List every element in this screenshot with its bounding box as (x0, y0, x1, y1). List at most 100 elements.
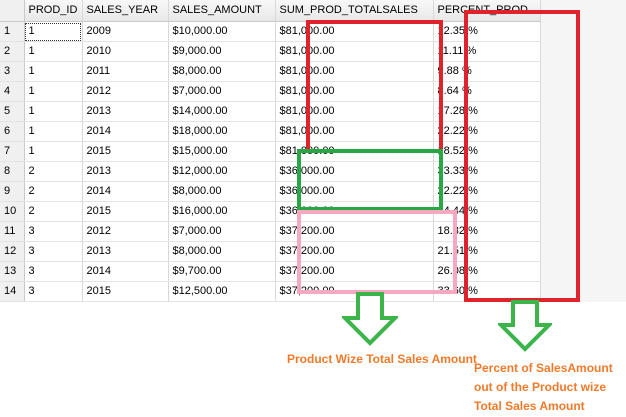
cell-sales-amount[interactable]: $12,500.00 (168, 281, 276, 302)
cell-sum-prod-totalsales[interactable]: $81,000.00 (275, 21, 434, 42)
table-row[interactable]: 6 1 2014 $18,000.00 $81,000.00 22.22 % (0, 121, 541, 142)
row-number[interactable]: 8 (0, 161, 25, 182)
cell-sales-amount[interactable]: $9,700.00 (168, 261, 276, 282)
cell-sales-year[interactable]: 2009 (82, 21, 169, 42)
table-row[interactable]: 9 2 2014 $8,000.00 $36,000.00 22.22 % (0, 181, 541, 202)
cell-sales-year[interactable]: 2013 (82, 241, 169, 262)
row-number[interactable]: 12 (0, 241, 25, 262)
header-percent-prod[interactable]: PERCENT_PROD (433, 0, 541, 22)
cell-percent-prod[interactable]: 33.60 % (433, 281, 541, 302)
cell-sales-amount[interactable]: $7,000.00 (168, 81, 276, 102)
cell-percent-prod[interactable]: 9.88 % (433, 61, 541, 82)
cell-sales-amount[interactable]: $15,000.00 (168, 141, 276, 162)
cell-sum-prod-totalsales[interactable]: $81,000.00 (275, 121, 434, 142)
header-sales-year[interactable]: SALES_YEAR (82, 0, 169, 22)
cell-prod-id[interactable]: 1 (24, 61, 83, 82)
cell-sales-amount[interactable]: $8,000.00 (168, 241, 276, 262)
row-number[interactable]: 5 (0, 101, 25, 122)
cell-sales-year[interactable]: 2014 (82, 261, 169, 282)
cell-percent-prod[interactable]: 18.52 % (433, 141, 541, 162)
cell-sales-year[interactable]: 2012 (82, 81, 169, 102)
cell-sum-prod-totalsales[interactable]: $37,200.00 (275, 221, 434, 242)
cell-prod-id[interactable]: 3 (24, 281, 83, 302)
cell-percent-prod[interactable]: 22.22 % (433, 121, 541, 142)
cell-sales-year[interactable]: 2010 (82, 41, 169, 62)
cell-sales-year[interactable]: 2012 (82, 221, 169, 242)
header-prod-id[interactable]: PROD_ID (24, 0, 83, 22)
cell-sales-year[interactable]: 2013 (82, 101, 169, 122)
table-row[interactable]: 5 1 2013 $14,000.00 $81,000.00 17.28 % (0, 101, 541, 122)
cell-sales-year[interactable]: 2015 (82, 141, 169, 162)
table-row[interactable]: 10 2 2015 $16,000.00 $36,000.00 44.44 % (0, 201, 541, 222)
cell-sum-prod-totalsales[interactable]: $81,000.00 (275, 61, 434, 82)
cell-percent-prod[interactable]: 17.28 % (433, 101, 541, 122)
cell-sales-amount[interactable]: $8,000.00 (168, 61, 276, 82)
row-number[interactable]: 4 (0, 81, 25, 102)
cell-sales-year[interactable]: 2015 (82, 201, 169, 222)
table-row[interactable]: 4 1 2012 $7,000.00 $81,000.00 8.64 % (0, 81, 541, 102)
cell-sum-prod-totalsales[interactable]: $81,000.00 (275, 101, 434, 122)
cell-percent-prod[interactable]: 8.64 % (433, 81, 541, 102)
cell-sales-year[interactable]: 2014 (82, 181, 169, 202)
cell-sales-year[interactable]: 2014 (82, 121, 169, 142)
cell-percent-prod[interactable]: 11.11 % (433, 41, 541, 62)
cell-percent-prod[interactable]: 18.82 % (433, 221, 541, 242)
cell-percent-prod[interactable]: 44.44 % (433, 201, 541, 222)
cell-sales-amount[interactable]: $8,000.00 (168, 181, 276, 202)
cell-prod-id[interactable]: 3 (24, 261, 83, 282)
row-number[interactable]: 11 (0, 221, 25, 242)
table-row[interactable]: 11 3 2012 $7,000.00 $37,200.00 18.82 % (0, 221, 541, 242)
header-sum-prod-totalsales[interactable]: SUM_PROD_TOTALSALES (275, 0, 434, 22)
cell-sum-prod-totalsales[interactable]: $81,000.00 (275, 141, 434, 162)
cell-sum-prod-totalsales[interactable]: $81,000.00 (275, 81, 434, 102)
row-number[interactable]: 2 (0, 41, 25, 62)
cell-percent-prod[interactable]: 22.22 % (433, 181, 541, 202)
cell-prod-id[interactable]: 1 (24, 21, 83, 42)
cell-sum-prod-totalsales[interactable]: $37,200.00 (275, 261, 434, 282)
cell-sales-year[interactable]: 2013 (82, 161, 169, 182)
row-number[interactable]: 7 (0, 141, 25, 162)
header-corner[interactable] (0, 0, 25, 22)
row-number[interactable]: 1 (0, 21, 25, 42)
table-row[interactable]: 3 1 2011 $8,000.00 $81,000.00 9.88 % (0, 61, 541, 82)
cell-prod-id[interactable]: 1 (24, 121, 83, 142)
cell-percent-prod[interactable]: 26.08 % (433, 261, 541, 282)
row-number[interactable]: 10 (0, 201, 25, 222)
cell-sum-prod-totalsales[interactable]: $36,000.00 (275, 201, 434, 222)
table-row[interactable]: 12 3 2013 $8,000.00 $37,200.00 21.51 % (0, 241, 541, 262)
cell-percent-prod[interactable]: 21.51 % (433, 241, 541, 262)
cell-sum-prod-totalsales[interactable]: $81,000.00 (275, 41, 434, 62)
header-sales-amount[interactable]: SALES_AMOUNT (168, 0, 276, 22)
table-row[interactable]: 13 3 2014 $9,700.00 $37,200.00 26.08 % (0, 261, 541, 282)
cell-sales-amount[interactable]: $9,000.00 (168, 41, 276, 62)
cell-sales-amount[interactable]: $7,000.00 (168, 221, 276, 242)
cell-prod-id[interactable]: 1 (24, 101, 83, 122)
cell-sales-amount[interactable]: $10,000.00 (168, 21, 276, 42)
cell-sales-amount[interactable]: $12,000.00 (168, 161, 276, 182)
cell-prod-id[interactable]: 3 (24, 241, 83, 262)
cell-sum-prod-totalsales[interactable]: $36,000.00 (275, 181, 434, 202)
cell-prod-id[interactable]: 3 (24, 221, 83, 242)
cell-prod-id[interactable]: 1 (24, 141, 83, 162)
cell-percent-prod[interactable]: 12.35 % (433, 21, 541, 42)
cell-sum-prod-totalsales[interactable]: $37,200.00 (275, 241, 434, 262)
cell-prod-id[interactable]: 2 (24, 161, 83, 182)
table-row[interactable]: 1 1 2009 $10,000.00 $81,000.00 12.35 % (0, 21, 541, 42)
table-row[interactable]: 8 2 2013 $12,000.00 $36,000.00 33.33 % (0, 161, 541, 182)
table-row[interactable]: 2 1 2010 $9,000.00 $81,000.00 11.11 % (0, 41, 541, 62)
table-row[interactable]: 14 3 2015 $12,500.00 $37,200.00 33.60 % (0, 281, 541, 302)
table-row[interactable]: 7 1 2015 $15,000.00 $81,000.00 18.52 % (0, 141, 541, 162)
cell-prod-id[interactable]: 2 (24, 201, 83, 222)
cell-prod-id[interactable]: 1 (24, 81, 83, 102)
cell-percent-prod[interactable]: 33.33 % (433, 161, 541, 182)
row-number[interactable]: 6 (0, 121, 25, 142)
cell-sales-amount[interactable]: $16,000.00 (168, 201, 276, 222)
cell-sales-year[interactable]: 2015 (82, 281, 169, 302)
cell-prod-id[interactable]: 1 (24, 41, 83, 62)
row-number[interactable]: 9 (0, 181, 25, 202)
row-number[interactable]: 13 (0, 261, 25, 282)
row-number[interactable]: 14 (0, 281, 25, 302)
cell-prod-id[interactable]: 2 (24, 181, 83, 202)
cell-sales-year[interactable]: 2011 (82, 61, 169, 82)
cell-sales-amount[interactable]: $18,000.00 (168, 121, 276, 142)
